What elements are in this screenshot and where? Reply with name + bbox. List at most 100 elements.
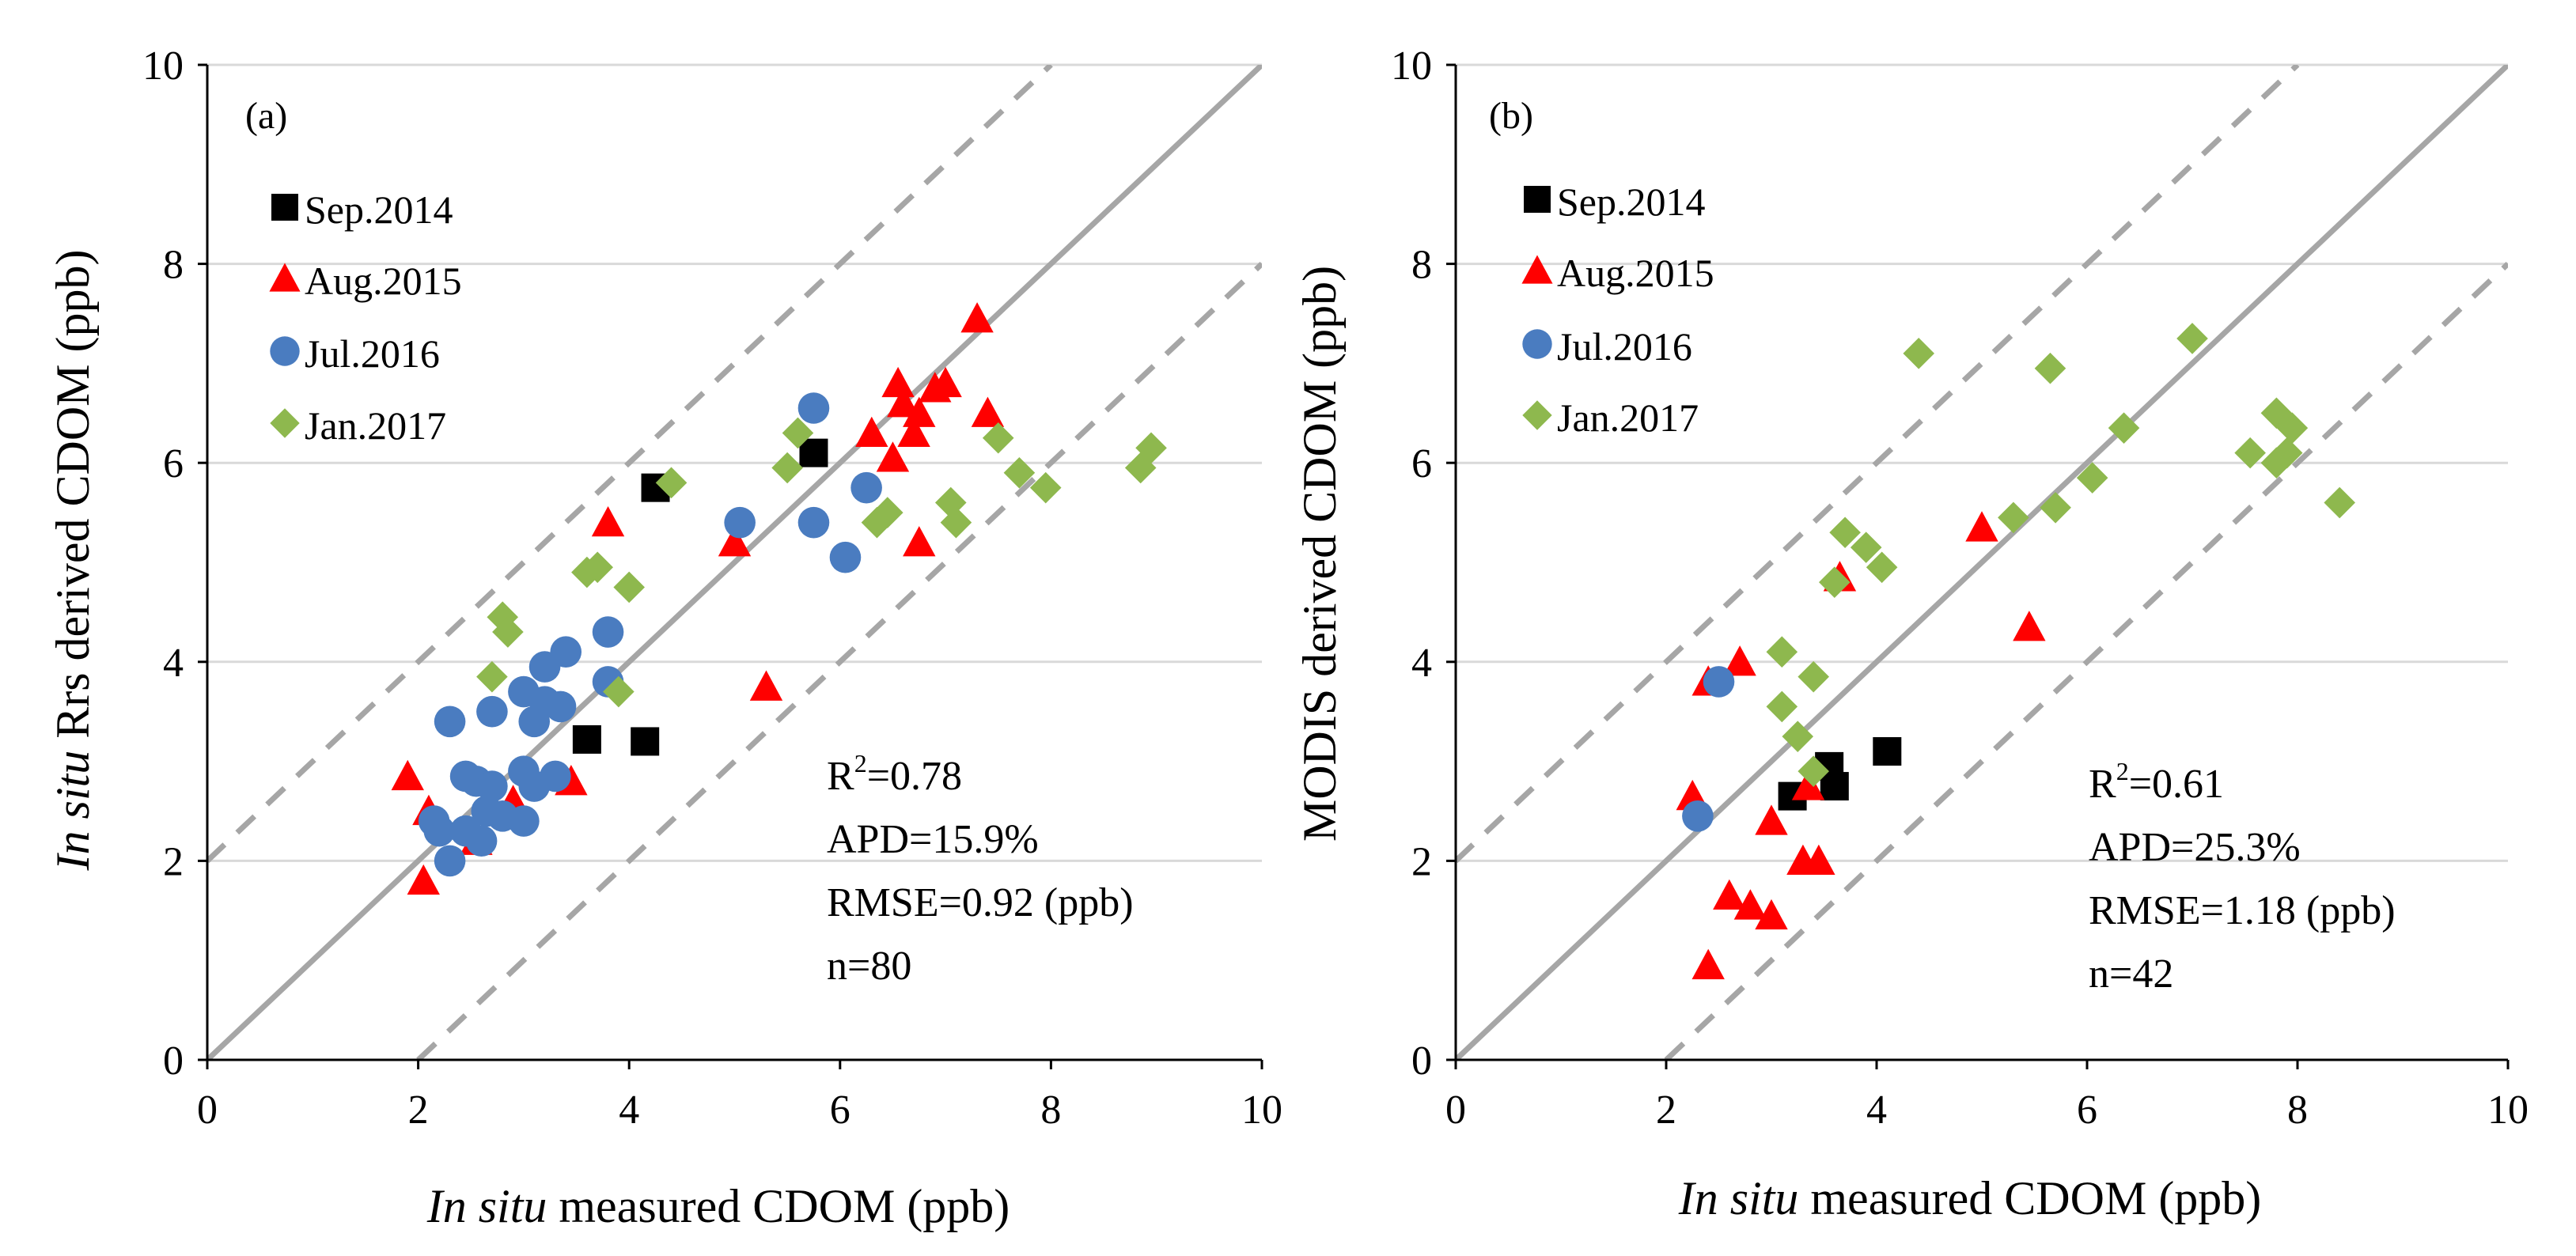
data-point — [407, 864, 440, 895]
x-tick-label: 8 — [1040, 1088, 1061, 1133]
data-point — [2034, 352, 2066, 384]
data-point — [631, 727, 660, 756]
data-point — [2076, 462, 2108, 494]
panel-a: 0 2 4 6 8 10 0 2 4 6 8 10 (a) Sep.2014 Aug.2015 Jul… — [47, 44, 1282, 1232]
y-tick-label: 4 — [1411, 641, 1432, 686]
data-point — [613, 571, 645, 603]
series-jan-2017 — [476, 417, 1167, 708]
y-axis-title: In situ Rrs derived CDOM (ppb) — [47, 250, 99, 872]
y-tick-label: 8 — [1411, 243, 1432, 288]
data-point — [1682, 800, 1714, 832]
data-point — [423, 815, 456, 847]
lower-bound-line — [416, 262, 1262, 1060]
data-point — [797, 392, 830, 424]
data-point — [799, 438, 828, 467]
data-point — [492, 616, 524, 648]
data-point — [1703, 666, 1735, 698]
stat-apd: APD=25.3% — [2089, 825, 2301, 870]
y-tick-label: 8 — [163, 243, 184, 288]
data-point — [1820, 772, 1849, 801]
legend-item-jul-2016: Jul.2016 — [270, 331, 440, 376]
data-point — [1124, 452, 1157, 484]
y-tick-label: 2 — [163, 839, 184, 884]
legend-label: Sep.2014 — [305, 187, 453, 232]
data-point — [508, 805, 540, 837]
x-tick-label: 0 — [1445, 1088, 1466, 1133]
legend-symbol — [271, 194, 298, 221]
y-tick-label: 2 — [1411, 839, 1432, 884]
legend-item-jan-2017: Jan.2017 — [1522, 395, 1699, 440]
data-point — [1755, 804, 1788, 835]
data-point — [1850, 532, 1882, 563]
data-point — [471, 795, 503, 827]
upper-bound-line — [207, 65, 1053, 863]
y-tick-label: 10 — [142, 44, 184, 89]
data-point — [1691, 948, 1725, 980]
legend-label: Jul.2016 — [305, 331, 440, 376]
x-tick-label: 8 — [2287, 1088, 2308, 1133]
data-point — [1733, 889, 1767, 920]
series-jul-2016 — [1682, 666, 1735, 832]
series-jul-2016 — [418, 392, 882, 877]
data-point — [876, 441, 910, 472]
data-point — [771, 452, 803, 484]
data-point — [861, 506, 893, 539]
data-point — [1766, 636, 1798, 668]
legend-symbol — [1522, 400, 1552, 430]
data-point — [476, 695, 508, 728]
data-point — [929, 366, 962, 398]
data-point — [476, 660, 508, 693]
data-point — [897, 416, 930, 448]
data-point — [2234, 437, 2266, 469]
data-point — [603, 675, 635, 708]
lower-bound-line — [1664, 262, 2508, 1060]
y-tick-label: 0 — [163, 1038, 184, 1084]
stat-r2: R2=0.78 — [827, 749, 962, 799]
data-point — [1873, 737, 1902, 766]
legend-item-jan-2017: Jan.2017 — [270, 403, 446, 448]
data-point — [1802, 844, 1835, 875]
y-tick-label: 6 — [1411, 441, 1432, 486]
legend-marker-square — [1524, 186, 1551, 213]
legend: Sep.2014 Aug.2015 Jul.2016 Jan.2017 — [1521, 180, 1714, 440]
legend-symbol — [1524, 186, 1551, 213]
data-point — [1798, 660, 1829, 693]
data-point — [434, 706, 466, 738]
legend-label: Jan.2017 — [1557, 395, 1699, 440]
data-point — [940, 506, 972, 539]
data-point — [1723, 645, 1756, 676]
legend-item-sep-2014: Sep.2014 — [271, 187, 453, 232]
legend-symbol — [1522, 329, 1552, 359]
data-point — [1903, 338, 1934, 369]
data-point — [1782, 721, 1814, 752]
x-tick-label: 4 — [1866, 1088, 1887, 1133]
legend-label: Aug.2015 — [305, 259, 462, 303]
data-point — [1766, 690, 1798, 723]
stats-box: R2=0.61 APD=25.3% RMSE=1.18 (ppb) n=42 — [2089, 757, 2396, 997]
legend-item-jul-2016: Jul.2016 — [1522, 324, 1692, 369]
stat-r2: R2=0.61 — [2089, 757, 2224, 807]
y-tick-label: 10 — [1391, 44, 1432, 89]
data-point — [2040, 492, 2071, 524]
legend-label: Sep.2014 — [1557, 180, 1706, 224]
series-jan-2017 — [1766, 323, 2355, 787]
data-point — [2260, 447, 2293, 479]
legend: Sep.2014 Aug.2015 Jul.2016 Jan.2017 — [269, 187, 462, 448]
x-tick-label: 10 — [2487, 1088, 2529, 1133]
data-point — [449, 815, 482, 847]
legend-item-sep-2014: Sep.2014 — [1524, 180, 1706, 224]
data-point — [982, 422, 1014, 454]
data-point — [544, 690, 577, 723]
legend-label: Aug.2015 — [1557, 251, 1714, 295]
data-point — [572, 724, 601, 754]
data-point — [2176, 323, 2208, 354]
panel-label: (b) — [1489, 95, 1533, 137]
legend-symbol — [1521, 255, 1553, 284]
legend-marker-triangle — [1521, 255, 1553, 284]
x-axis-title: In situ measured CDOM (ppb) — [1678, 1172, 2262, 1224]
x-tick-label: 0 — [197, 1088, 218, 1133]
data-point — [592, 616, 624, 648]
data-point — [887, 387, 920, 418]
data-point — [960, 302, 994, 333]
